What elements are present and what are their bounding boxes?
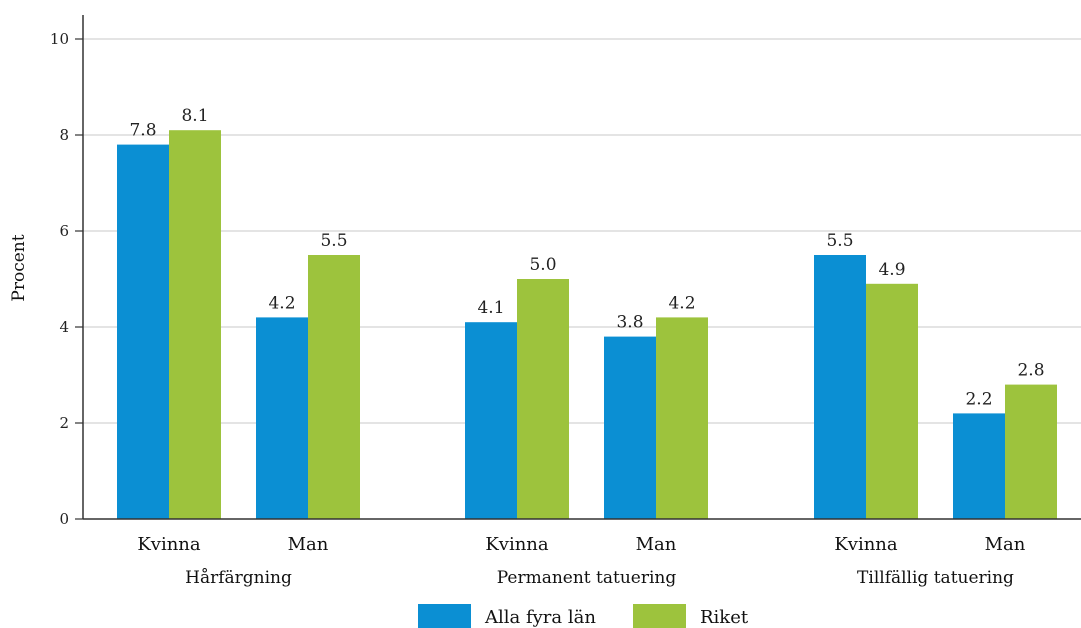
data-label: 5.5 <box>320 231 347 251</box>
data-label: 4.9 <box>878 260 905 280</box>
data-label: 5.5 <box>826 231 853 251</box>
bar-riket <box>169 130 221 519</box>
legend-label: Riket <box>700 607 749 628</box>
y-axis-title: Procent <box>9 234 29 301</box>
data-label: 4.1 <box>477 298 504 318</box>
bar-riket <box>517 279 569 519</box>
data-label: 2.2 <box>965 389 992 409</box>
x-category-label: Kvinna <box>834 534 898 555</box>
bar-riket <box>866 283 918 519</box>
legend-swatch-alla-fyra-lan <box>418 604 471 628</box>
bar-alla-fyra-lan <box>117 144 169 519</box>
x-category-label: Man <box>636 534 677 555</box>
y-tick-label: 2 <box>59 414 69 432</box>
y-tick-label: 4 <box>59 318 69 336</box>
x-category-label: Kvinna <box>485 534 549 555</box>
data-label: 8.1 <box>181 106 208 126</box>
bar-alla-fyra-lan <box>953 413 1005 519</box>
x-category-label: Man <box>288 534 329 555</box>
data-label: 4.2 <box>668 293 695 313</box>
bar-alla-fyra-lan <box>465 322 517 519</box>
bar-riket <box>308 255 360 519</box>
bar-alla-fyra-lan <box>604 336 656 519</box>
bar-riket <box>656 317 708 519</box>
x-category-label: Man <box>985 534 1026 555</box>
x-group-label: Tillfällig tatuering <box>857 568 1014 588</box>
y-tick-label: 10 <box>50 30 69 48</box>
x-group-label: Permanent tatuering <box>497 568 677 588</box>
x-category-label: Kvinna <box>137 534 201 555</box>
bar-riket <box>1005 384 1057 519</box>
y-tick-label: 0 <box>59 510 69 528</box>
x-group-label: Hårfärgning <box>185 568 292 588</box>
bar-alla-fyra-lan <box>256 317 308 519</box>
y-tick-label: 6 <box>59 222 69 240</box>
y-tick-label: 8 <box>59 126 69 144</box>
data-label: 4.2 <box>268 293 295 313</box>
legend-label: Alla fyra län <box>484 607 596 628</box>
legend-swatch-riket <box>633 604 686 628</box>
data-label: 5.0 <box>529 255 556 275</box>
bar-alla-fyra-lan <box>814 255 866 519</box>
data-label: 7.8 <box>129 121 156 141</box>
data-label: 2.8 <box>1017 361 1044 381</box>
legend: Alla fyra län Riket <box>418 604 749 628</box>
data-label: 3.8 <box>616 313 643 333</box>
